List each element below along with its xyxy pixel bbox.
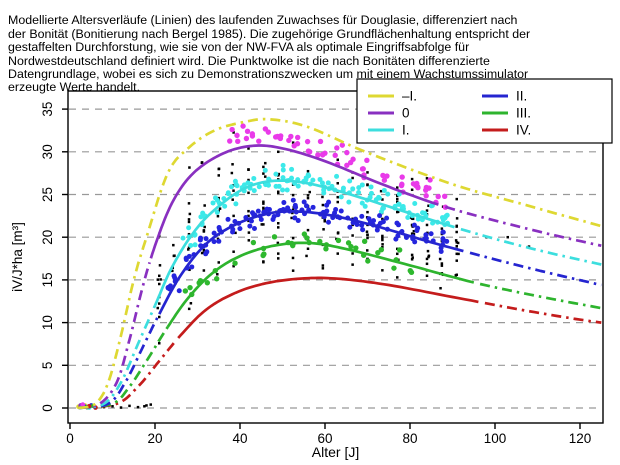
svg-text:15: 15 xyxy=(40,272,55,287)
legend-item-–I.: –I. xyxy=(368,89,417,104)
legend-item-I.: I. xyxy=(368,123,410,138)
legend: –I. 0 I. II. III. IV. xyxy=(356,78,613,144)
legend-label: III. xyxy=(516,106,531,121)
y-axis-label: iV/J*ha [m³] xyxy=(10,222,25,292)
plot-border xyxy=(67,90,604,424)
legend-label: –I. xyxy=(402,89,417,104)
x-axis: 0 20 40 60 80 100 120 Alter [J] xyxy=(66,423,591,460)
svg-text:10: 10 xyxy=(40,315,55,330)
svg-text:60: 60 xyxy=(317,431,332,446)
legend-item-0: 0 xyxy=(368,106,410,121)
curve-I. xyxy=(78,179,602,410)
curve-–I. xyxy=(78,117,602,410)
svg-text:30: 30 xyxy=(40,144,55,159)
legend-label: I. xyxy=(402,123,410,138)
description-text: Modellierte Altersverläufe (Linien) des … xyxy=(8,13,531,95)
legend-label: IV. xyxy=(516,123,531,138)
scatter-points-0 xyxy=(227,123,449,210)
curve-II. xyxy=(78,210,602,410)
svg-text:100: 100 xyxy=(484,431,507,446)
svg-text:20: 20 xyxy=(147,431,162,446)
legend-item-II.: II. xyxy=(482,89,527,104)
svg-text:80: 80 xyxy=(402,431,417,446)
scatter-points-all xyxy=(102,131,531,409)
legend-label: II. xyxy=(516,89,527,104)
x-axis-label: Alter [J] xyxy=(312,444,359,460)
legend-item-III.: III. xyxy=(482,106,531,121)
legend-item-IV.: IV. xyxy=(482,123,531,138)
svg-text:0: 0 xyxy=(40,404,55,412)
curve-IV. xyxy=(78,276,602,410)
gridlines xyxy=(69,108,602,409)
svg-text:120: 120 xyxy=(569,431,592,446)
svg-text:40: 40 xyxy=(232,431,247,446)
svg-text:20: 20 xyxy=(40,230,55,245)
svg-text:0: 0 xyxy=(66,431,74,446)
curve-0 xyxy=(78,144,602,410)
svg-text:35: 35 xyxy=(40,102,55,117)
legend-label: 0 xyxy=(402,106,410,121)
svg-text:5: 5 xyxy=(40,362,55,370)
y-axis: 0 5 10 15 20 25 30 35 iV/J*ha [m³] xyxy=(10,102,68,412)
svg-text:25: 25 xyxy=(40,187,55,202)
